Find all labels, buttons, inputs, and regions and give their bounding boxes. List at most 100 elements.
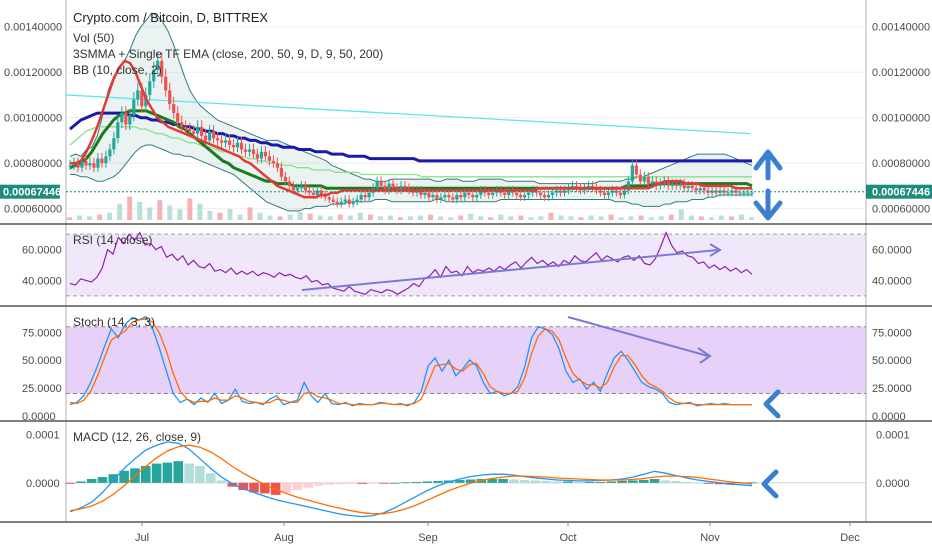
candle-body: [319, 190, 323, 195]
candle-body: [351, 201, 355, 205]
candle-body: [602, 192, 607, 195]
macd-panel: 0.0001 0.0000 0.0001 0.0000 MACD (12, 26, …: [26, 430, 910, 518]
volume-bar: [287, 214, 293, 220]
candle-body: [523, 194, 527, 198]
volume-bar: [387, 215, 393, 220]
candle-body: [642, 176, 646, 182]
candle-body: [554, 190, 559, 193]
candle-body: [387, 183, 391, 191]
candle-body: [535, 190, 539, 193]
macd-histogram-bar: [140, 465, 151, 483]
volume-bar: [77, 215, 83, 220]
volume-bar: [157, 200, 163, 220]
volume-bar: [608, 214, 614, 220]
volume-bar: [327, 216, 333, 220]
candle-body: [315, 190, 319, 195]
macd-histogram-bar: [303, 482, 313, 488]
legend-stoch: Stoch (14, 3, 3): [73, 315, 155, 329]
candle-body: [200, 126, 204, 136]
volume-bar: [518, 215, 524, 220]
stoch-d-line: [69, 318, 752, 406]
candle-body: [491, 192, 495, 195]
macd-histogram-bar: [379, 482, 389, 484]
stoch-y-tick-label: 0.0000: [872, 411, 906, 423]
legend-ema: 3SMMA + Single TF EMA (close, 200, 50, 9…: [73, 47, 383, 61]
volume-bar: [408, 216, 413, 220]
volume-bar: [718, 215, 724, 220]
macd-histogram-bar: [184, 463, 194, 483]
macd-histogram-bar: [270, 482, 281, 495]
macd-histogram-bar: [617, 480, 627, 483]
volume-bar: [418, 215, 424, 220]
candle-body: [702, 188, 706, 191]
volume-bar: [658, 216, 664, 220]
volume-bar: [177, 209, 183, 220]
candle-body: [658, 183, 662, 186]
candle-body: [503, 192, 507, 195]
candle-body: [116, 122, 120, 139]
candle-body: [88, 163, 92, 166]
macd-histogram-bar: [595, 481, 606, 483]
candle-body: [128, 115, 132, 125]
volume-bar: [698, 216, 704, 220]
volume-bar: [588, 215, 594, 220]
candle-body: [459, 194, 463, 198]
cyan-sma-line: [65, 94, 751, 135]
volume-bars: [67, 196, 754, 220]
candle-body: [710, 190, 714, 193]
candle-body: [455, 194, 459, 200]
volume-bar: [147, 207, 153, 220]
candle-body: [363, 194, 367, 198]
macd-y-tick-label: 0.0000: [26, 478, 60, 490]
stoch-y-tick-label: 75.0000: [22, 327, 62, 339]
candle-body: [235, 142, 240, 148]
last-price-label-left: 0.00067446: [3, 187, 61, 199]
candle-body: [84, 160, 88, 166]
price-y-tick-label: 0.00120000: [4, 67, 62, 79]
volume-bar: [297, 211, 303, 220]
candle-body: [247, 149, 252, 152]
macd-histogram-bar: [281, 482, 292, 493]
candle-body: [742, 192, 746, 194]
ema-200-line: [69, 111, 752, 163]
macd-histogram-bar: [260, 482, 270, 494]
macd-histogram-bar: [628, 480, 638, 483]
candle-body: [287, 181, 291, 186]
candle-body: [479, 190, 483, 195]
candle-body: [439, 197, 443, 200]
candle-body: [92, 163, 96, 168]
macd-histogram-bar: [249, 482, 259, 493]
volume-bar: [648, 217, 654, 220]
candle-body: [718, 190, 722, 193]
macd-histogram-bar: [346, 482, 357, 484]
macd-histogram-bar: [65, 482, 75, 484]
volume-bar: [267, 215, 273, 220]
macd-histogram-bar: [76, 481, 86, 483]
legend-rsi: RSI (14, close): [73, 233, 152, 247]
macd-histogram-bar: [660, 480, 671, 483]
volume-bar: [257, 212, 263, 220]
candle-body: [630, 165, 634, 182]
candle-body: [303, 185, 307, 191]
rsi-y-tick-label: 60.0000: [22, 245, 62, 257]
x-tick-label: Sep: [418, 532, 438, 544]
candle-body: [722, 190, 726, 193]
candle-body: [698, 188, 702, 191]
candle-body: [307, 190, 311, 193]
candle-body: [120, 113, 124, 123]
candle-body: [124, 113, 128, 125]
volume-bar: [377, 216, 383, 220]
candle-body: [227, 140, 232, 145]
candle-body: [112, 138, 116, 150]
volume-bar: [167, 205, 173, 220]
candle-body: [750, 192, 754, 194]
candle-body: [646, 176, 650, 184]
candle-body: [447, 194, 451, 198]
candle-body: [427, 192, 431, 198]
macd-histogram-bar: [108, 474, 119, 483]
candle-body: [355, 199, 359, 202]
candle-body: [267, 156, 272, 161]
macd-histogram-bar: [162, 462, 173, 483]
candle-body: [271, 160, 276, 164]
price-y-ticks-right: 0.00140000 0.00120000 0.00100000 0.00080000…: [872, 22, 930, 216]
